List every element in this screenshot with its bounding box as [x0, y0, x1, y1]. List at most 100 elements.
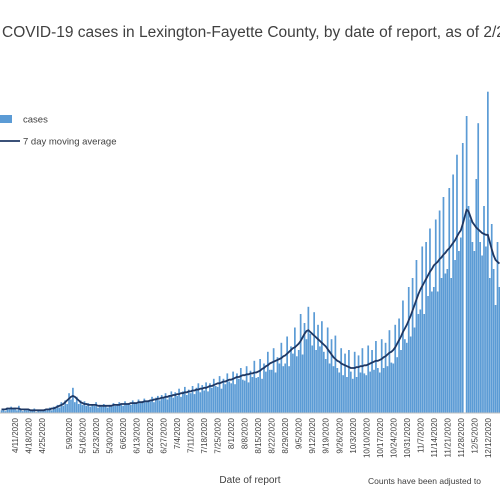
bar [448, 188, 451, 413]
legend-label: cases [23, 115, 48, 126]
bar [415, 260, 418, 413]
bar [425, 242, 427, 413]
bar [299, 314, 302, 413]
x-tick-label: 7/11/2020 [187, 417, 196, 453]
bar [255, 377, 258, 413]
x-tick-label: 5/23/2020 [92, 417, 101, 453]
bar [182, 391, 184, 413]
bar [191, 386, 194, 413]
bar [317, 324, 319, 413]
bar [41, 411, 43, 413]
x-tick-label: 6/20/2020 [146, 417, 155, 453]
x-tick-label: 12/12/2020 [484, 417, 493, 458]
bar [353, 351, 356, 413]
bar [203, 390, 205, 413]
x-tick-label: 8/15/2020 [254, 417, 263, 453]
bar [238, 378, 240, 413]
x-tick-label: 8/1/2020 [227, 417, 236, 449]
bar [195, 387, 198, 413]
bar [162, 398, 165, 413]
x-tick-label: 4/18/2020 [25, 417, 34, 453]
bar [388, 330, 391, 413]
bar [139, 403, 142, 413]
bar [440, 278, 443, 413]
bar [158, 400, 161, 413]
bar [212, 378, 215, 413]
bar [226, 373, 229, 413]
bar [85, 405, 88, 413]
bar [245, 366, 248, 413]
bar [79, 400, 82, 413]
bar [496, 242, 499, 413]
bar [456, 154, 458, 413]
bar [284, 363, 287, 413]
bar [133, 402, 136, 413]
bar [193, 394, 196, 413]
bar [104, 405, 107, 413]
bar [336, 368, 339, 413]
x-tick-label: 12/5/2020 [470, 417, 479, 453]
x-tick-label: 10/17/2020 [376, 417, 385, 458]
bar [131, 400, 134, 413]
bar [458, 251, 460, 413]
bar [126, 404, 128, 413]
bar [357, 355, 360, 413]
x-tick-label: 9/5/2020 [295, 417, 304, 449]
bar [64, 400, 67, 413]
bar [313, 312, 316, 413]
bar [147, 400, 150, 413]
bar [216, 386, 219, 413]
bar [205, 382, 207, 413]
bar [427, 296, 429, 413]
bar [214, 386, 217, 413]
bar [292, 353, 294, 413]
bar [95, 402, 97, 413]
bar [436, 291, 439, 413]
bar [309, 333, 312, 413]
bar [149, 401, 151, 413]
bar [170, 391, 173, 413]
bar [8, 409, 11, 413]
bar [494, 305, 497, 413]
x-tick-label: 5/9/2020 [65, 417, 74, 449]
bar [4, 411, 7, 413]
bar [106, 407, 109, 413]
bar [485, 246, 487, 413]
bar [120, 404, 123, 413]
bar [236, 373, 238, 413]
bar [471, 242, 474, 413]
bar [222, 378, 225, 413]
bar [176, 395, 178, 413]
bar [382, 368, 385, 413]
bar [129, 404, 132, 413]
bar [355, 377, 358, 413]
bar [290, 346, 292, 413]
moving-average-line [1, 208, 500, 412]
bar [257, 377, 260, 413]
bar [31, 410, 34, 413]
bar [234, 384, 236, 413]
bar [431, 291, 433, 413]
bar [29, 411, 32, 413]
bar [99, 404, 101, 413]
bar [338, 372, 341, 413]
bar [209, 383, 211, 413]
x-axis-title: Date of report [219, 475, 280, 486]
bar [23, 408, 26, 413]
bar [348, 350, 350, 413]
bar [62, 405, 65, 413]
bar [282, 366, 285, 413]
bar [46, 408, 49, 413]
bar [232, 371, 234, 413]
x-tick-label: 10/10/2020 [362, 417, 371, 458]
bar [77, 404, 80, 413]
bar [239, 368, 242, 413]
bar [70, 399, 72, 413]
bar [50, 410, 53, 413]
bar [481, 255, 483, 413]
bar [268, 369, 271, 413]
bar [307, 306, 310, 413]
bar [479, 242, 481, 413]
bar [367, 345, 370, 413]
